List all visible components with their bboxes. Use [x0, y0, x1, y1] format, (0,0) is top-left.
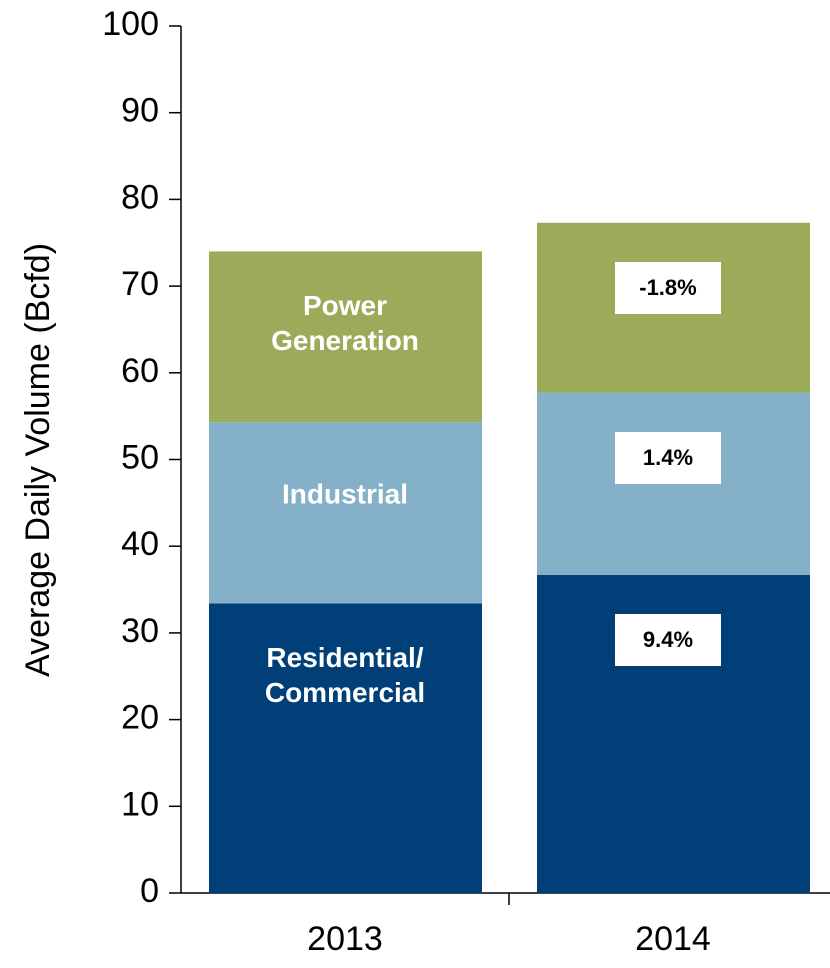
y-axis-label: Average Daily Volume (Bcfd): [19, 243, 57, 677]
y-tick-label: 100: [102, 5, 159, 43]
y-tick-label: 60: [121, 352, 159, 390]
segment-label: Residential/ Commercial: [264, 642, 426, 709]
y-tick-label: 90: [121, 92, 159, 130]
segment-label: Power Generation: [271, 290, 419, 357]
x-tick-label: 2013: [307, 920, 383, 958]
x-tick-label: 2014: [635, 920, 711, 958]
y-tick-label: 30: [121, 612, 159, 650]
change-label: 1.4%: [615, 431, 721, 484]
y-tick-label: 50: [121, 438, 159, 476]
bar-segment: [537, 392, 810, 575]
bar-segment: [209, 251, 482, 423]
change-label: 9.4%: [615, 613, 721, 666]
y-tick-label: 40: [121, 525, 159, 563]
y-tick-label: 0: [140, 872, 159, 910]
change-label: -1.8%: [615, 261, 721, 314]
segment-label: Industrial: [281, 478, 409, 510]
y-tick-label: 10: [121, 785, 159, 823]
y-tick-label: 80: [121, 178, 159, 216]
y-tick-label: 70: [121, 265, 159, 303]
bar-segment: [209, 422, 482, 604]
y-tick-label: 20: [121, 699, 159, 737]
bar-segment: [209, 603, 482, 893]
